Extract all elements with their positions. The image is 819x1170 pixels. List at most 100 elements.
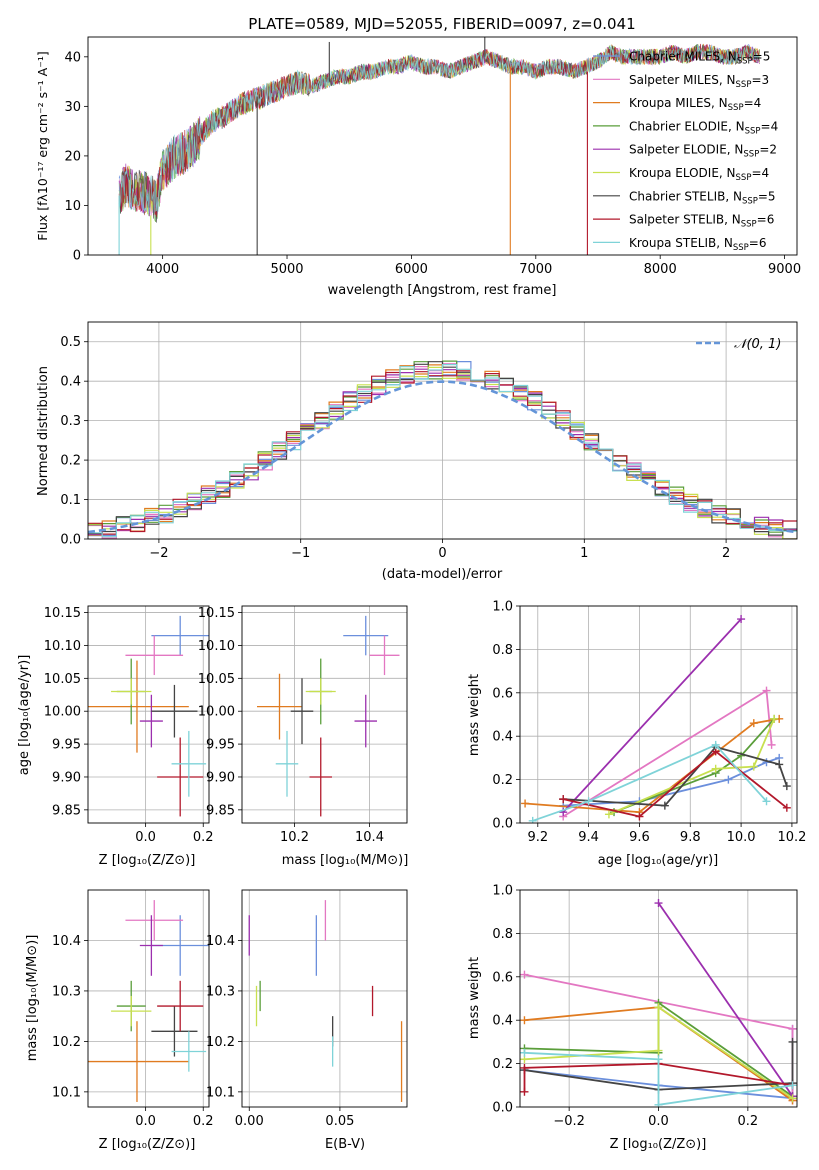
data-point	[171, 1031, 207, 1072]
weight-lines	[520, 899, 797, 1107]
axes-frame	[241, 889, 408, 1108]
y-axis-label: mass weight	[467, 957, 482, 1039]
legend-label: Salpeter ELODIE, N	[629, 143, 743, 157]
y-tick-label: 1.0	[492, 884, 513, 899]
weight-series	[657, 902, 794, 1097]
residual-histogram-panel: −2 −1 0 1 2 0.0 0.1 0.2 0.3 0.4 0.5 𝒩(0, 1) (data-…	[36, 321, 798, 582]
y-axis-label: Flux [fλ10⁻¹⁷ erg cm⁻² s⁻¹ A⁻¹]	[35, 51, 50, 240]
weight-marker	[660, 801, 669, 810]
data-point	[111, 995, 152, 1027]
y-tick-label: 9.90	[52, 770, 81, 785]
x-tick-label: −1	[291, 546, 310, 561]
weight-marker	[559, 795, 568, 804]
weight-marker	[520, 1016, 529, 1025]
data-point	[257, 673, 302, 740]
data-point	[309, 737, 332, 817]
x-tick-label: 9000	[768, 262, 801, 277]
x-tick-label: 9.8	[680, 830, 701, 845]
x-tick-label: 10.4	[355, 830, 384, 845]
y-axis-label: Normed distribution	[36, 366, 51, 496]
y-tick-label: 9.95	[206, 738, 235, 753]
weight-marker	[782, 782, 791, 791]
axes: 0.0 0.2 9.85 9.90 9.95 10.00 10.05 10.10 10.15	[44, 606, 214, 845]
error-bars	[257, 615, 400, 817]
x-axis-label: mass [log₁₀(M/M⊙)]	[282, 853, 409, 868]
legend-tail: =6	[757, 213, 775, 227]
data-point	[290, 678, 314, 745]
legend-tail: =4	[761, 119, 779, 133]
legend-tail: =5	[753, 50, 771, 64]
axes: 0.00 0.05 10.1 10.2 10.3 10.4	[206, 890, 407, 1129]
mass-vs-extinction-panel: E(B-V) 0.00 0.05 10.1 10.2 10.3 10.4	[206, 889, 408, 1152]
y-tick-label: 10.15	[198, 606, 235, 621]
mass-vs-metallicity-panel: Z [log₁₀(Z/Z⊙)] mass [log₁₀(M/M⊙)] 0.0 0.…	[25, 889, 214, 1152]
legend-label: Kroupa STELIB, N	[629, 236, 733, 250]
y-tick-label: 10.3	[206, 984, 235, 999]
y-tick-label: 0.4	[492, 730, 513, 745]
axes-frame	[241, 605, 408, 824]
x-tick-label: 10.2	[280, 830, 309, 845]
legend-tail: =2	[759, 143, 777, 157]
axes-frame	[87, 605, 210, 824]
x-tick-label: 0.0	[648, 1114, 669, 1129]
y-tick-label: 20	[64, 149, 81, 164]
spectrum-lines	[118, 37, 760, 255]
data-point	[157, 737, 204, 817]
x-tick-label: 10.0	[727, 830, 756, 845]
data-point	[151, 1006, 198, 1057]
weight-series	[524, 1041, 794, 1091]
y-tick-label: 0.2	[492, 1057, 513, 1072]
legend: 𝒩(0, 1)	[696, 337, 781, 352]
x-axis-label: Z [log₁₀(Z/Z⊙)]	[610, 1137, 707, 1152]
legend-subscript: SSP	[743, 150, 759, 160]
legend-entry: Kroupa STELIB, NSSP=6	[629, 236, 767, 253]
weight-marker	[767, 740, 776, 749]
weight-marker	[604, 810, 613, 819]
legend-label: Chabrier ELODIE, N	[629, 119, 745, 133]
y-tick-label: 1.0	[492, 600, 513, 615]
y-tick-label: 30	[64, 100, 81, 115]
weight-vs-age-panel: age [log₁₀(age/yr)] mass weight 9.2 9.4 9.…	[467, 600, 806, 869]
histograms	[88, 360, 797, 539]
data-point	[111, 678, 152, 705]
y-tick-label: 10.00	[44, 705, 81, 720]
y-tick-label: 0.6	[492, 686, 513, 701]
weight-series	[613, 718, 775, 813]
x-axis-label: (data-model)/error	[382, 567, 503, 582]
weight-series	[524, 1051, 793, 1106]
data-point	[88, 660, 189, 753]
legend-label: Kroupa MILES, N	[629, 96, 728, 110]
weight-marker	[775, 760, 784, 769]
legend-entry: Chabrier ELODIE, NSSP=4	[629, 119, 778, 136]
weight-series	[608, 718, 775, 816]
y-tick-label: 10.2	[52, 1035, 81, 1050]
x-tick-label: 0.05	[325, 1114, 354, 1129]
legend-label: Chabrier MILES, N	[629, 50, 737, 64]
y-tick-label: 9.95	[52, 738, 81, 753]
axes-frame	[519, 889, 798, 1108]
legend-label: Salpeter MILES, N	[629, 73, 736, 87]
x-tick-label: 9.6	[629, 830, 650, 845]
y-axis-label: mass [log₁₀(M/M⊙)]	[25, 935, 40, 1062]
weight-marker	[520, 970, 529, 979]
x-tick-label: −2	[149, 546, 168, 561]
age-vs-mass-panel: mass [log₁₀(M/M⊙)] 10.2 10.49.859.909.951…	[198, 605, 409, 868]
weight-series	[562, 750, 788, 818]
weight-marker	[584, 797, 593, 806]
y-tick-label: 0.0	[60, 533, 81, 548]
weight-marker	[521, 799, 530, 808]
weight-marker	[528, 816, 537, 823]
legend-entry: Salpeter MILES, NSSP=3	[629, 73, 769, 90]
histogram-series	[88, 370, 797, 535]
data-point	[125, 635, 184, 676]
residual-plot-area: −2 −1 0 1 2 0.0 0.1 0.2 0.3 0.4 0.5	[60, 321, 798, 561]
legend-subscript: SSP	[736, 80, 752, 90]
legend-subscript: SSP	[728, 103, 744, 113]
gaussian-curve	[88, 380, 797, 534]
y-tick-label: 0.3	[60, 414, 81, 429]
x-tick-label: 2	[722, 546, 730, 561]
y-tick-label: 40	[64, 50, 81, 65]
y-tick-label: 10.05	[198, 672, 235, 687]
axes-frame	[87, 36, 798, 256]
axes: 10.2 10.4 9.85 9.90 9.95 10.00 10.05 10.10 10.15	[198, 606, 407, 845]
